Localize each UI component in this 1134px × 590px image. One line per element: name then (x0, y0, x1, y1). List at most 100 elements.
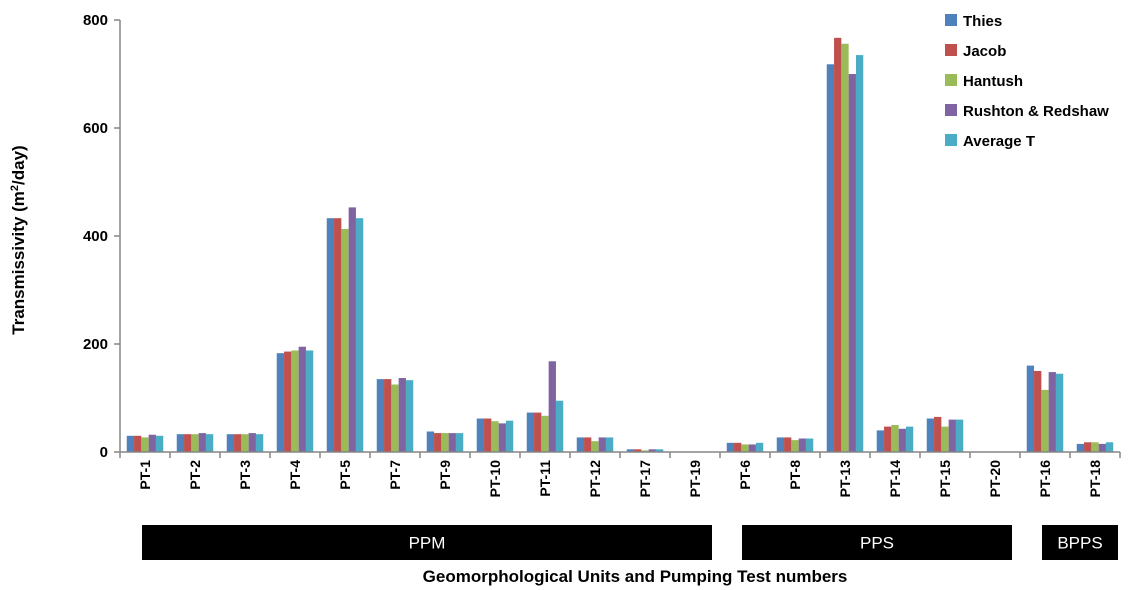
bar-pt-17-average-t (655, 449, 664, 452)
x-tick-label: PT-20 (987, 460, 1003, 498)
legend-swatch-rushton-redshaw (945, 104, 957, 116)
bar-pt-16-average-t (1055, 373, 1064, 452)
bar-pt-9-average-t (455, 433, 464, 452)
bar-pt-10-hantush (491, 421, 499, 452)
bar-pt-17-rushton-redshaw (648, 449, 656, 452)
bar-pt-11-jacob (534, 412, 542, 452)
bar-pt-18-average-t (1105, 442, 1114, 452)
bar-pt-11-average-t (555, 400, 564, 452)
bar-pt-15-rushton-redshaw (948, 419, 956, 452)
bar-pt-8-jacob (784, 437, 792, 452)
bar-pt-4-hantush (291, 350, 299, 452)
bar-pt-10-thies (476, 418, 485, 452)
x-tick-label: PT-15 (937, 460, 953, 498)
group-bands: PPM PPS BPPS (142, 525, 1118, 560)
bar-pt-16-jacob (1034, 371, 1042, 452)
x-tick-label: PT-5 (337, 460, 353, 490)
x-tick-label: PT-8 (787, 460, 803, 490)
bar-pt-6-rushton-redshaw (748, 444, 756, 452)
y-tick-label: 600 (83, 120, 108, 137)
x-tick-label: PT-2 (187, 460, 203, 490)
group-label-pps: PPS (860, 534, 894, 553)
bar-pt-8-average-t (805, 438, 814, 452)
bar-pt-2-jacob (184, 434, 192, 452)
bar-pt-15-hantush (941, 426, 949, 452)
bar-pt-9-thies (426, 431, 435, 452)
legend-label-jacob: Jacob (963, 43, 1006, 60)
bar-pt-3-jacob (234, 434, 242, 452)
bar-pt-12-average-t (605, 437, 614, 452)
bar-pt-8-thies (776, 437, 785, 452)
bar-pt-1-rushton-redshaw (148, 434, 156, 452)
bar-pt-10-jacob (484, 418, 492, 452)
bar-pt-5-jacob (334, 218, 342, 452)
bar-pt-16-rushton-redshaw (1048, 372, 1056, 452)
bar-pt-3-thies (226, 434, 235, 452)
bar-pt-15-jacob (934, 416, 942, 452)
bar-pt-16-thies (1026, 365, 1035, 452)
bar-pt-7-jacob (384, 379, 392, 452)
bar-pt-10-rushton-redshaw (498, 423, 506, 452)
bar-pt-14-thies (876, 430, 885, 452)
legend-swatch-jacob (945, 44, 957, 56)
bar-pt-13-hantush (841, 43, 849, 452)
y-axis-title: Transmissivity (m2/day) (9, 145, 28, 334)
bar-pt-1-jacob (134, 435, 142, 452)
bar-pt-5-hantush (341, 228, 349, 452)
bar-pt-18-jacob (1084, 442, 1092, 452)
y-tick-label: 800 (83, 12, 108, 29)
x-tick-label: PT-6 (737, 460, 753, 490)
bar-pt-13-average-t (855, 55, 864, 452)
bar-pt-15-average-t (955, 419, 964, 452)
bar-pt-8-rushton-redshaw (798, 438, 806, 452)
x-tick-label: PT-7 (387, 460, 403, 490)
group-label-ppm: PPM (409, 534, 446, 553)
legend: Thies Jacob Hantush Rushton & Redshaw Averag… (945, 13, 1109, 150)
bar-pt-10-average-t (505, 420, 514, 452)
bar-pt-13-rushton-redshaw (848, 74, 856, 452)
bar-pt-5-rushton-redshaw (348, 207, 356, 452)
x-tick-label: PT-14 (887, 460, 903, 498)
bar-pt-3-average-t (255, 434, 264, 452)
bar-pt-11-hantush (541, 415, 549, 452)
bar-pt-4-rushton-redshaw (298, 346, 306, 452)
bar-pt-5-average-t (355, 218, 364, 452)
y-tick-label: 200 (83, 336, 108, 353)
bar-pt-15-thies (926, 418, 935, 452)
bar-pt-16-hantush (1041, 389, 1049, 452)
bar-pt-12-rushton-redshaw (598, 437, 606, 452)
bar-pt-9-hantush (441, 433, 449, 452)
bar-pt-4-average-t (305, 350, 314, 452)
x-tick-label: PT-9 (437, 460, 453, 490)
bar-pt-6-jacob (734, 442, 742, 452)
bar-pt-3-hantush (241, 434, 249, 452)
x-tick-label: PT-19 (687, 460, 703, 498)
group-label-bpps: BPPS (1057, 534, 1102, 553)
group-band-ppm (142, 525, 712, 560)
y-tick-label: 0 (100, 444, 108, 461)
bar-pt-2-hantush (191, 434, 199, 452)
x-tick-label: PT-10 (487, 460, 503, 498)
bar-pt-17-thies (626, 449, 635, 452)
legend-label-thies: Thies (963, 13, 1002, 30)
group-band-bpps (1042, 525, 1118, 560)
legend-swatch-thies (945, 14, 957, 26)
bar-pt-11-rushton-redshaw (548, 361, 556, 452)
bar-pt-9-rushton-redshaw (448, 433, 456, 452)
bar-pt-1-average-t (155, 435, 164, 452)
bar-pt-14-hantush (891, 425, 899, 452)
bar-pt-3-rushton-redshaw (248, 433, 256, 452)
bar-pt-2-rushton-redshaw (198, 433, 206, 452)
legend-swatch-hantush (945, 74, 957, 86)
bar-pt-12-thies (576, 437, 585, 452)
group-band-pps (742, 525, 1012, 560)
x-tick-label: PT-11 (537, 460, 553, 497)
bar-pt-8-hantush (791, 440, 799, 452)
bar-pt-7-rushton-redshaw (398, 378, 406, 452)
bar-pt-14-jacob (884, 426, 892, 452)
bar-pt-18-rushton-redshaw (1098, 443, 1106, 452)
x-tick-label: PT-13 (837, 460, 853, 498)
legend-label-average-t: Average T (963, 133, 1035, 150)
